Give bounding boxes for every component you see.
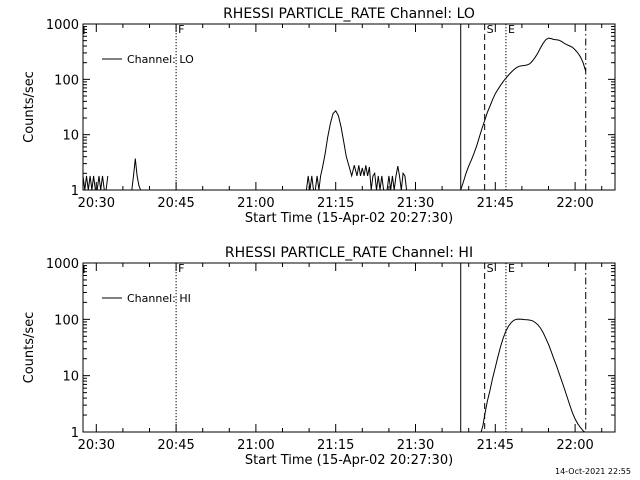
x-tick-label: 22:00 [556, 438, 593, 453]
x-tick-label: 20:45 [157, 196, 194, 211]
plot-frame [82, 23, 616, 191]
x-tick-label: 21:15 [317, 438, 354, 453]
x-tick-label: 20:45 [157, 438, 194, 453]
chart-panel-2: RHESSI PARTICLE_RATE Channel: HI 1 10 100 10… [22, 245, 616, 468]
x-tick-label: 21:15 [317, 196, 354, 211]
series-line-segment [460, 37, 587, 191]
series-line-segment [82, 175, 109, 191]
x-axis-label: Start Time (15-Apr-02 20:27:30) [245, 453, 453, 468]
legend-label: Channel: LO [127, 53, 194, 66]
y-tick-label: 1000 [46, 257, 79, 272]
time-marker-label: S [487, 262, 494, 275]
y-tick-label: 1 [71, 426, 79, 441]
x-tick-label: 21:00 [237, 438, 274, 453]
chart-panel-1: RHESSI PARTICLE_RATE Channel: LO 1 10 100 10… [22, 6, 616, 226]
x-axis-label: Start Time (15-Apr-02 20:27:30) [245, 211, 453, 226]
y-tick-label: 100 [54, 73, 79, 88]
y-tick-label: 10 [62, 129, 79, 144]
time-marker-label: F [178, 262, 184, 275]
x-tick-label: 22:00 [556, 196, 593, 211]
y-axis-label: Counts/sec [22, 71, 37, 143]
x-tick-label: 21:30 [397, 196, 434, 211]
x-tick-label: 21:30 [397, 438, 434, 453]
y-tick-label: 10 [62, 370, 79, 385]
chart-title: RHESSI PARTICLE_RATE Channel: HI [225, 245, 473, 261]
series-line-segment [480, 318, 586, 433]
plot-frame [82, 262, 616, 433]
chart-title: RHESSI PARTICLE_RATE Channel: LO [223, 6, 475, 22]
y-tick-label: 1000 [46, 18, 79, 33]
time-marker-label: E [508, 23, 515, 36]
x-tick-label: 21:00 [237, 196, 274, 211]
time-marker-label: F [178, 23, 184, 36]
series-line-segment [305, 109, 408, 191]
time-marker-label: E [508, 262, 515, 275]
y-tick-label: 100 [54, 313, 79, 328]
series-line-segment [131, 158, 142, 191]
x-tick-label: 21:45 [477, 196, 514, 211]
legend-label: Channel: HI [127, 292, 191, 305]
x-tick-label: 20:30 [78, 196, 115, 211]
y-tick-label: 1 [71, 184, 79, 199]
x-tick-label: 20:30 [78, 438, 115, 453]
time-marker-label: S [487, 23, 494, 36]
x-tick-label: 21:45 [477, 438, 514, 453]
footer-timestamp: 14-Oct-2021 22:55 [555, 467, 631, 476]
y-axis-label: Counts/sec [22, 312, 37, 384]
